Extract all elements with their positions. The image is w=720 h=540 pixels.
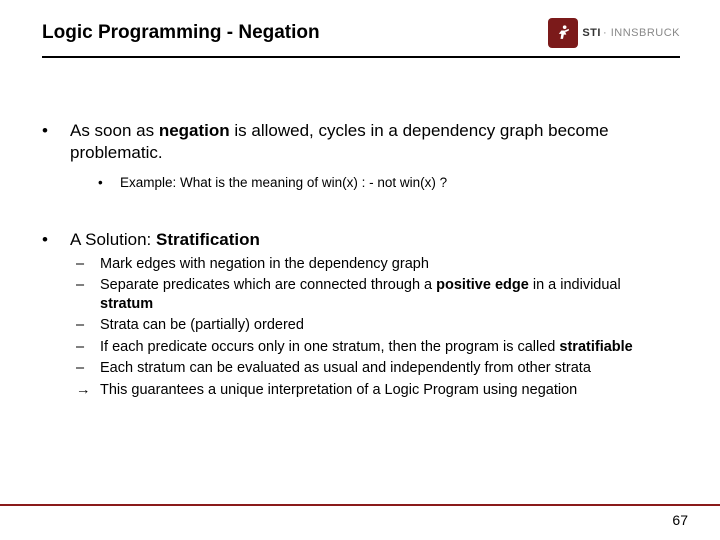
text: Separate predicates which are connected … — [100, 277, 436, 293]
slide-title: Logic Programming - Negation — [42, 22, 320, 44]
sub-text: Mark edges with negation in the dependen… — [100, 255, 670, 274]
content: • As soon as negation is allowed, cycles… — [42, 120, 670, 399]
page-number: 67 — [672, 512, 688, 528]
bullet-2: • A Solution: Stratification — [42, 229, 670, 251]
dash-marker: – — [76, 359, 100, 378]
footer-rule — [0, 504, 720, 506]
text-bold: positive edge — [436, 277, 529, 293]
person-run-icon — [553, 23, 573, 43]
bullet-text: A Solution: Stratification — [70, 229, 670, 251]
dash-marker: – — [76, 316, 100, 335]
header-rule — [42, 56, 680, 58]
logo: STI· INNSBRUCK — [548, 18, 680, 48]
text: As soon as — [70, 121, 159, 140]
dash-marker: – — [76, 276, 100, 313]
bullet-text: Example: What is the meaning of win(x) :… — [120, 174, 670, 191]
bullet-marker: • — [98, 174, 120, 191]
sub-1: – Mark edges with negation in the depend… — [76, 255, 670, 274]
sub-text: If each predicate occurs only in one str… — [100, 338, 670, 357]
header: Logic Programming - Negation STI· INNSBR… — [42, 18, 680, 48]
sub-6: → This guarantees a unique interpretatio… — [76, 381, 670, 400]
logo-tagline: · INNSBRUCK — [601, 27, 680, 39]
text: in a individual — [529, 277, 621, 293]
bullet-marker: • — [42, 120, 70, 164]
bullet-1-example: • Example: What is the meaning of win(x)… — [98, 174, 670, 191]
sub-4: – If each predicate occurs only in one s… — [76, 338, 670, 357]
sub-2: – Separate predicates which are connecte… — [76, 276, 670, 313]
text-bold: Stratification — [156, 230, 260, 249]
dash-marker: – — [76, 255, 100, 274]
sub-text: This guarantees a unique interpretation … — [100, 381, 670, 400]
sub-5: – Each stratum can be evaluated as usual… — [76, 359, 670, 378]
text-bold: stratum — [100, 296, 153, 312]
text-bold: stratifiable — [559, 339, 632, 355]
sub-3: – Strata can be (partially) ordered — [76, 316, 670, 335]
logo-text-light: INNSBRUCK — [611, 27, 680, 39]
text-bold: negation — [159, 121, 230, 140]
slide: Logic Programming - Negation STI· INNSBR… — [0, 0, 720, 540]
dash-marker: – — [76, 338, 100, 357]
logo-text: STI· INNSBRUCK — [582, 27, 680, 39]
sub-text: Each stratum can be evaluated as usual a… — [100, 359, 670, 378]
sub-text: Strata can be (partially) ordered — [100, 316, 670, 335]
bullet-text: As soon as negation is allowed, cycles i… — [70, 120, 670, 164]
logo-text-bold: STI — [582, 27, 601, 39]
section-2: • A Solution: Stratification – Mark edge… — [42, 229, 670, 400]
text: A Solution: — [70, 230, 156, 249]
bullet-marker: • — [42, 229, 70, 251]
logo-icon — [548, 18, 578, 48]
bullet-1: • As soon as negation is allowed, cycles… — [42, 120, 670, 164]
arrow-marker: → — [76, 381, 100, 400]
sub-text: Separate predicates which are connected … — [100, 276, 670, 313]
text: If each predicate occurs only in one str… — [100, 339, 559, 355]
